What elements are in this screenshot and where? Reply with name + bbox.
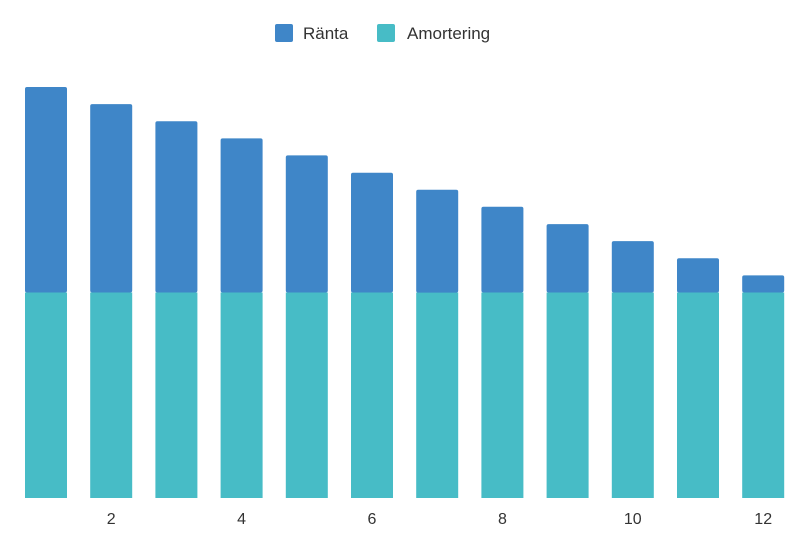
bar-ranta-11[interactable] <box>677 258 719 293</box>
bar-ranta-8[interactable] <box>481 206 524 293</box>
bar-amortering-12[interactable] <box>742 292 785 499</box>
x-tick-label-4: 4 <box>237 511 246 528</box>
bar-amortering-2[interactable] <box>90 292 133 499</box>
bar-amortering-8[interactable] <box>481 292 524 499</box>
legend-item-amortering[interactable]: Amortering <box>377 24 490 43</box>
bar-ranta-3[interactable] <box>155 121 198 293</box>
bar-amortering-7[interactable] <box>416 292 459 499</box>
legend-swatch-amortering <box>377 24 395 42</box>
legend-item-ranta[interactable]: Ränta <box>275 24 349 43</box>
bar-ranta-4[interactable] <box>220 138 263 293</box>
bar-ranta-7[interactable] <box>416 189 459 293</box>
bar-ranta-1[interactable] <box>25 87 67 293</box>
x-tick-label-8: 8 <box>498 511 507 528</box>
bar-amortering-10[interactable] <box>611 292 654 499</box>
bar-amortering-3[interactable] <box>155 292 198 499</box>
x-axis-tick-labels: 2 4 6 8 10 12 <box>107 511 772 528</box>
bar-ranta-5[interactable] <box>285 155 328 293</box>
bar-amortering-11[interactable] <box>677 292 719 499</box>
bar-ranta-6[interactable] <box>351 172 393 293</box>
bar-amortering-6[interactable] <box>351 292 393 499</box>
bar-amortering-5[interactable] <box>285 292 328 499</box>
bar-amortering-4[interactable] <box>220 292 263 499</box>
legend-swatch-ranta <box>275 24 293 42</box>
bar-ranta-9[interactable] <box>546 224 589 293</box>
legend-label-amortering: Amortering <box>407 24 490 43</box>
bar-ranta-10[interactable] <box>611 241 654 293</box>
legend-label-ranta: Ränta <box>303 24 349 43</box>
bar-ranta-12[interactable] <box>742 275 785 293</box>
bar-amortering-9[interactable] <box>546 292 589 499</box>
x-tick-label-2: 2 <box>107 511 116 528</box>
x-tick-label-10: 10 <box>624 511 642 528</box>
bar-ranta-2[interactable] <box>90 104 133 293</box>
bars <box>25 87 785 499</box>
x-tick-label-12: 12 <box>754 511 772 528</box>
bar-amortering-1[interactable] <box>25 292 67 499</box>
legend: Ränta Amortering <box>275 24 490 43</box>
x-tick-label-6: 6 <box>368 511 377 528</box>
